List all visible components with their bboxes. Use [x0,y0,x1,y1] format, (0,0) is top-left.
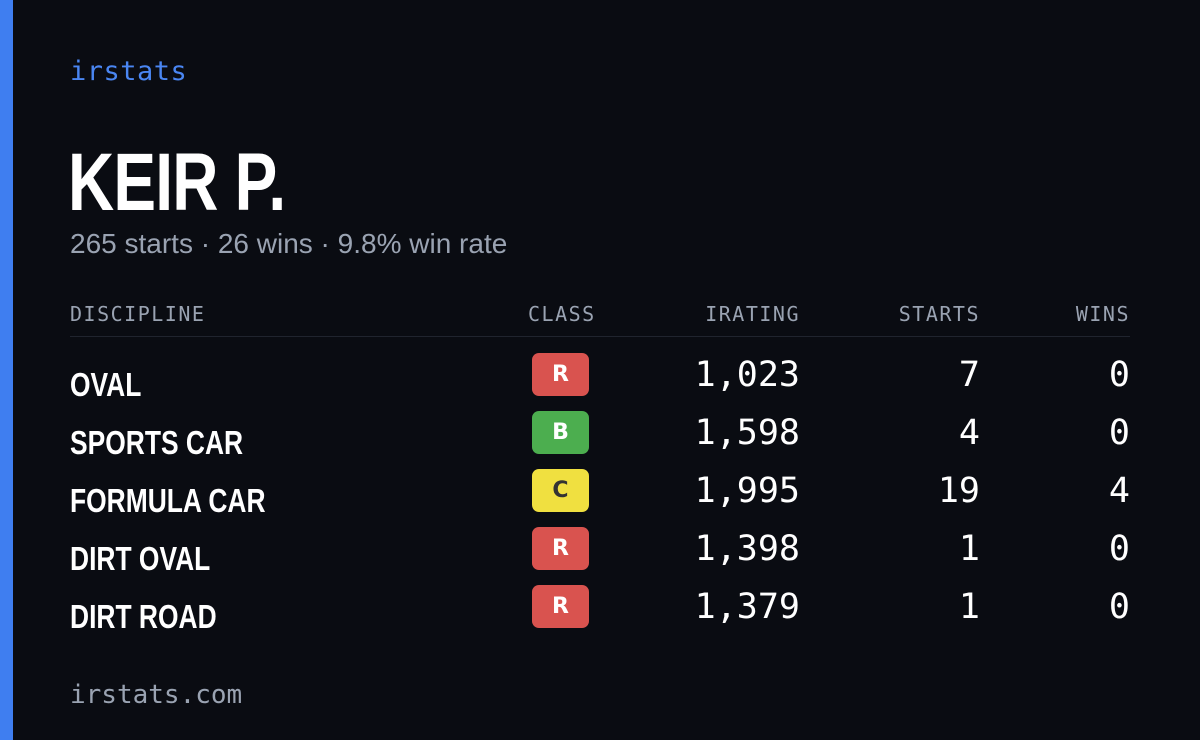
class-badge: C [532,469,589,512]
table-row: DIRT ROAD R 1,379 1 0 [70,585,1130,643]
header-starts: STARTS [898,302,980,326]
wins-value: 4 [1108,471,1130,511]
irating-value: 1,023 [694,355,800,395]
wins-value: 0 [1108,413,1130,453]
header-discipline: DISCIPLINE [70,302,206,326]
starts-value: 19 [937,471,980,511]
table-header: DISCIPLINE CLASS IRATING STARTS WINS [70,298,1130,337]
wins-value: 0 [1108,529,1130,569]
irating-value: 1,379 [694,587,800,627]
discipline-name: SPORTS CAR [70,424,244,461]
wins-value: 0 [1108,355,1130,395]
discipline-name: FORMULA CAR [70,482,266,519]
footer-url: irstats.com [70,680,243,710]
accent-bar [0,0,13,740]
starts-value: 7 [958,355,980,395]
irating-value: 1,598 [694,413,800,453]
table-row: DIRT OVAL R 1,398 1 0 [70,527,1130,585]
discipline-name: OVAL [70,366,142,403]
irating-value: 1,995 [694,471,800,511]
class-badge: R [532,585,589,628]
header-class: CLASS [528,302,596,326]
class-badge: R [532,353,589,396]
starts-value: 1 [958,587,980,627]
irating-value: 1,398 [694,529,800,569]
class-badge: R [532,527,589,570]
table-row: SPORTS CAR B 1,598 4 0 [70,411,1130,469]
discipline-table: DISCIPLINE CLASS IRATING STARTS WINS OVA… [70,298,1130,643]
table-row: OVAL R 1,023 7 0 [70,353,1130,411]
brand-logo-text: irstats [70,56,188,87]
discipline-name: DIRT OVAL [70,540,211,577]
discipline-name: DIRT ROAD [70,598,217,635]
starts-value: 4 [958,413,980,453]
header-wins: WINS [1075,302,1130,326]
player-summary: 265 starts · 26 wins · 9.8% win rate [70,228,508,259]
table-row: FORMULA CAR C 1,995 19 4 [70,469,1130,527]
header-irating: IRATING [705,302,800,326]
player-name: KEIR P. [68,137,286,228]
starts-value: 1 [958,529,980,569]
wins-value: 0 [1108,587,1130,627]
class-badge: B [532,411,589,454]
table-body: OVAL R 1,023 7 0 SPORTS CAR B 1,598 4 0 … [70,353,1130,643]
